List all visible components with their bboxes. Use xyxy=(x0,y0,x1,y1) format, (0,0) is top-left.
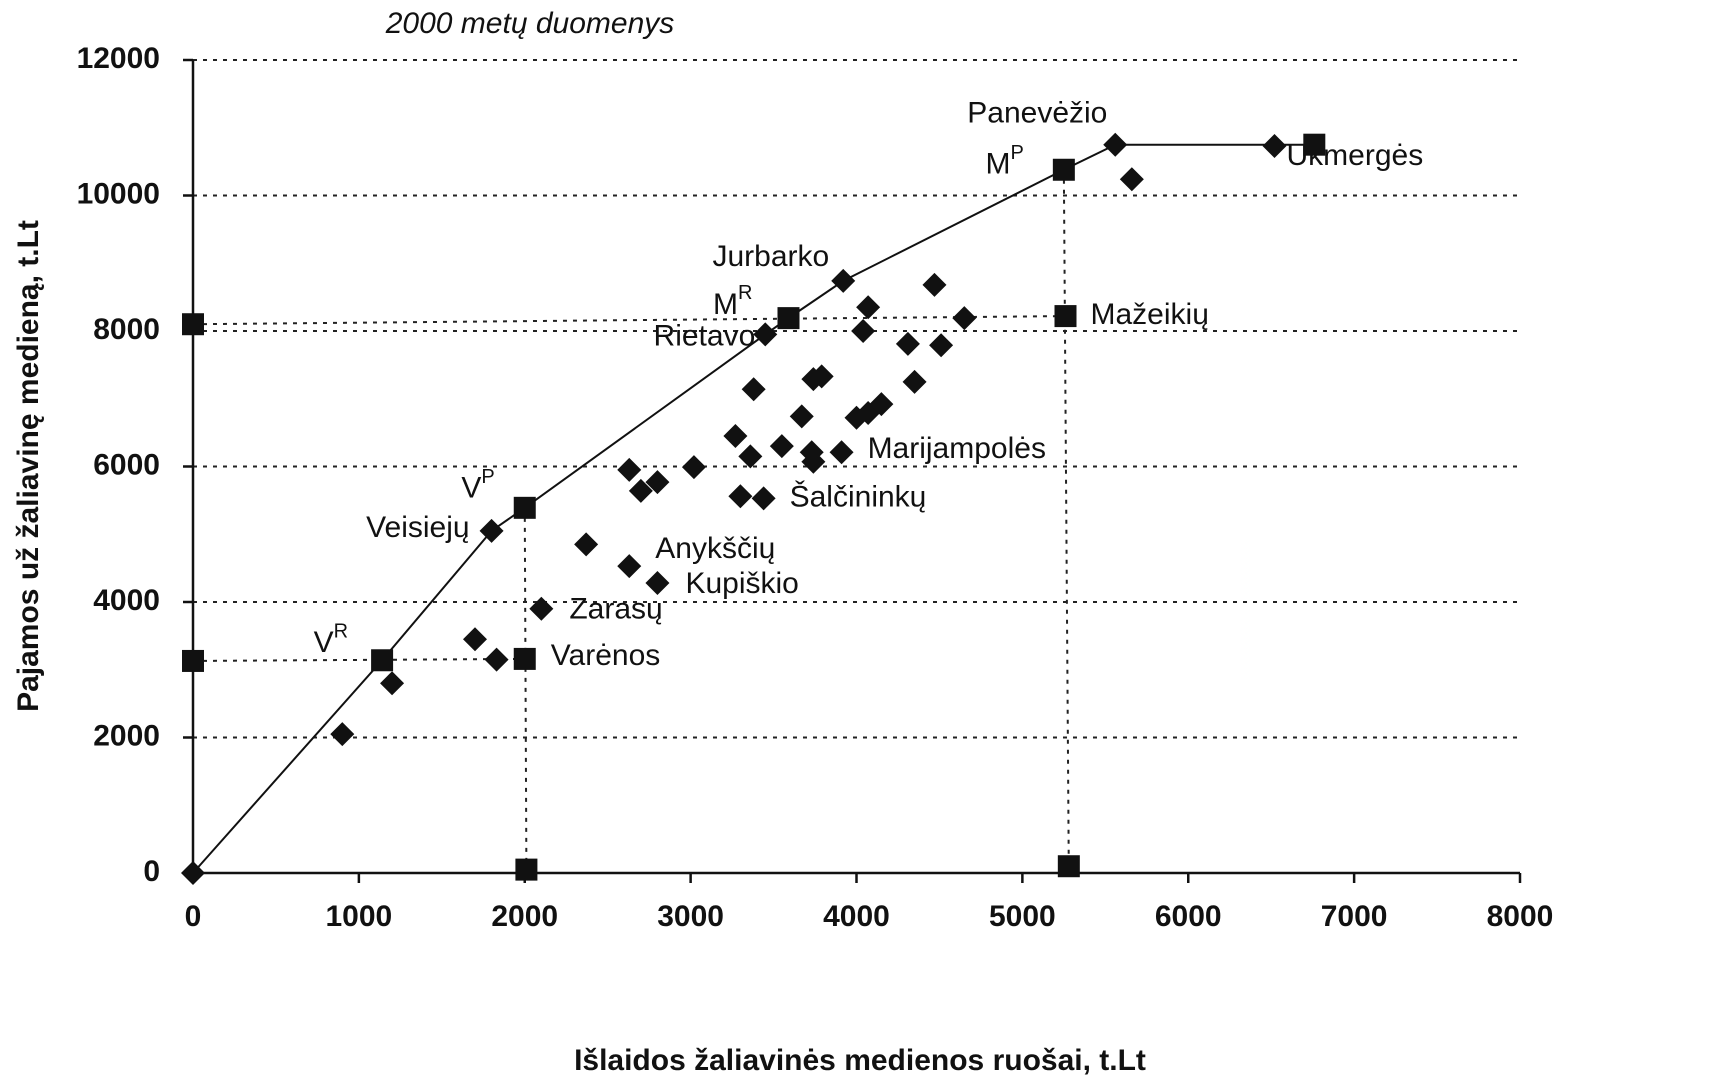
square-point xyxy=(777,307,800,330)
point-label: VP xyxy=(461,466,494,505)
diamond-point xyxy=(723,424,748,449)
diamond-point xyxy=(529,596,554,621)
point-label: Veisiejų xyxy=(366,511,469,544)
y-tick-label: 10000 xyxy=(77,177,160,210)
diamond-point xyxy=(681,455,706,480)
point-label: Zarasų xyxy=(569,593,662,626)
x-tick-label: 8000 xyxy=(1487,900,1554,933)
diamond-point xyxy=(645,571,670,596)
diamond-point xyxy=(479,518,504,543)
point-label: Marijampolės xyxy=(868,432,1046,465)
diamond-point xyxy=(181,861,205,885)
x-tick-label: 3000 xyxy=(657,900,724,933)
point-label: Mažeikių xyxy=(1091,298,1209,331)
point-label: MR xyxy=(713,282,752,321)
diamond-point xyxy=(829,440,854,465)
point-label: Jurbarko xyxy=(713,240,830,273)
x-tick-label: 2000 xyxy=(491,900,558,933)
y-tick-label: 6000 xyxy=(93,448,160,481)
square-point xyxy=(182,649,204,672)
diamond-point xyxy=(574,532,599,557)
diamond-point xyxy=(789,404,814,429)
diamond-point xyxy=(902,369,927,394)
point-label: VR xyxy=(314,621,348,660)
guide-line xyxy=(523,507,528,874)
diamond-point xyxy=(738,444,763,469)
y-tick-label: 12000 xyxy=(77,42,160,75)
x-tick-label: 7000 xyxy=(1321,900,1388,933)
y-axis-label: Pajamos už žaliavinę medieną, t.Lt xyxy=(12,220,45,712)
y-tick-label: 2000 xyxy=(93,719,160,752)
diamond-point xyxy=(645,470,670,495)
diamond-point xyxy=(484,647,509,672)
x-tick-label: 5000 xyxy=(989,900,1056,933)
diamond-point xyxy=(380,671,405,696)
guide-line xyxy=(1062,169,1070,874)
y-tick-label: 0 xyxy=(143,855,160,888)
guide-line xyxy=(192,315,1066,326)
diamond-point xyxy=(330,722,355,747)
point-label: Šalčininkų xyxy=(790,479,927,513)
square-point xyxy=(513,647,536,670)
diamond-point xyxy=(869,392,894,417)
square-point xyxy=(513,496,536,519)
diamond-point xyxy=(895,331,920,356)
diamond-point xyxy=(741,377,766,402)
diamond-point xyxy=(856,295,881,320)
x-tick-label: 0 xyxy=(185,900,202,933)
diamond-point xyxy=(753,322,778,347)
diamond-point xyxy=(801,449,826,474)
square-point xyxy=(371,649,394,672)
diamond-point xyxy=(929,333,954,358)
x-tick-label: 1000 xyxy=(326,900,393,933)
square-point xyxy=(515,858,538,881)
x-axis-label: Išlaidos žaliavinės medienos ruošai, t.L… xyxy=(574,1044,1146,1077)
x-tick-label: 4000 xyxy=(823,900,890,933)
y-tick-label: 4000 xyxy=(93,584,160,617)
point-label: MP xyxy=(986,142,1024,181)
point-label: Anykščių xyxy=(655,532,775,565)
label-superscript: R xyxy=(738,282,752,304)
diamond-point xyxy=(1119,167,1144,192)
square-point xyxy=(182,313,204,336)
diamond-point xyxy=(809,364,834,389)
frontier-line xyxy=(192,143,1315,874)
chart-title: 2000 metų duomenys xyxy=(385,7,675,40)
diamond-point xyxy=(1262,134,1287,159)
point-label: Rietavo xyxy=(654,319,756,352)
label-superscript: R xyxy=(334,621,348,643)
square-point xyxy=(1054,305,1077,328)
diamond-point xyxy=(1103,132,1128,157)
diamond-point xyxy=(751,486,776,511)
point-label: Varėnos xyxy=(551,639,661,672)
diamond-point xyxy=(728,484,753,509)
diamond-point xyxy=(922,272,947,297)
diamond-point xyxy=(617,457,642,482)
diamond-point xyxy=(628,478,653,503)
point-label: Kupiškio xyxy=(685,567,798,600)
diamond-point xyxy=(952,306,977,331)
diamond-point xyxy=(617,554,642,579)
y-tick-label: 8000 xyxy=(93,313,160,346)
label-superscript: P xyxy=(481,466,494,488)
point-label: Panevėžio xyxy=(967,97,1107,130)
label-superscript: P xyxy=(1011,142,1024,164)
square-point xyxy=(1052,158,1075,181)
diamond-point xyxy=(769,434,794,459)
guide-line xyxy=(192,657,525,662)
square-point xyxy=(1303,133,1326,156)
square-point xyxy=(1057,855,1080,878)
diamond-point xyxy=(831,268,856,293)
diamond-point xyxy=(851,319,876,343)
diamond-point xyxy=(462,627,487,652)
x-tick-label: 6000 xyxy=(1155,900,1222,933)
